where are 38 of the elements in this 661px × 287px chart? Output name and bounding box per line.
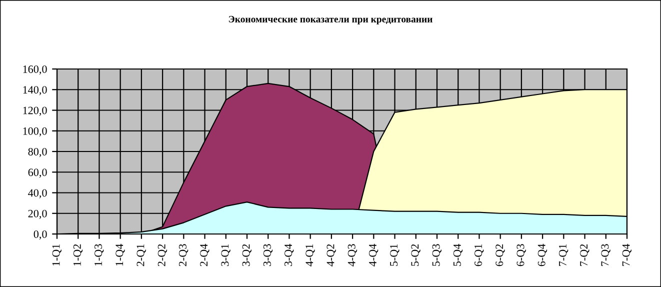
x-tick-label: 5-Q4 (453, 244, 463, 266)
y-tick-label: 160,0 (23, 65, 47, 75)
y-tick-label: 80,0 (28, 148, 47, 158)
x-tick-label: 3-Q4 (284, 244, 294, 266)
x-tick-label: 5-Q2 (411, 244, 420, 266)
x-tick-label: 6-Q1 (474, 244, 484, 266)
x-tick-label: 5-Q3 (432, 244, 442, 266)
x-tick-label: 2-Q1 (136, 244, 146, 266)
x-tick-label: 7-Q1 (558, 244, 568, 266)
y-tick-label: 40,0 (28, 189, 47, 198)
x-tick-label: 1-Q4 (116, 244, 125, 266)
y-tick-label: 60,0 (28, 168, 47, 178)
x-tick-label: 2-Q3 (178, 244, 188, 266)
x-tick-label: 3-Q2 (242, 244, 252, 266)
x-tick-label: 6-Q3 (516, 244, 526, 266)
x-tick-label: 4-Q2 (326, 244, 336, 266)
x-tick-label: 4-Q1 (306, 244, 315, 266)
y-tick-label: 140,0 (23, 86, 47, 96)
x-tick-label: 5-Q1 (390, 244, 400, 266)
x-tick-label: 3-Q3 (263, 244, 273, 266)
x-tick-label: 6-Q2 (496, 244, 505, 266)
x-tick-label: 7-Q3 (601, 244, 610, 266)
x-tick-label: 1-Q2 (73, 244, 83, 266)
chart-title: Экономические показатели при кредитовании (228, 16, 432, 24)
x-tick-label: 2-Q2 (158, 244, 168, 266)
x-tick-label: 3-Q1 (221, 244, 230, 266)
x-tick-label: 7-Q2 (580, 244, 590, 266)
y-tick-label: 0,0 (34, 230, 47, 240)
x-tick-label: 7-Q4 (622, 244, 632, 266)
y-tick-label: 20,0 (28, 210, 47, 219)
x-tick-label: 4-Q3 (348, 244, 358, 266)
x-tick-label: 1-Q3 (94, 244, 104, 266)
x-tick-label: 2-Q4 (200, 244, 210, 266)
x-tick-label: 4-Q4 (368, 244, 378, 266)
x-tick-label: 1-Q1 (52, 244, 62, 266)
y-tick-label: 120,0 (23, 106, 47, 116)
y-tick-label: 100,0 (23, 127, 47, 136)
x-tick-label: 6-Q4 (538, 244, 548, 266)
